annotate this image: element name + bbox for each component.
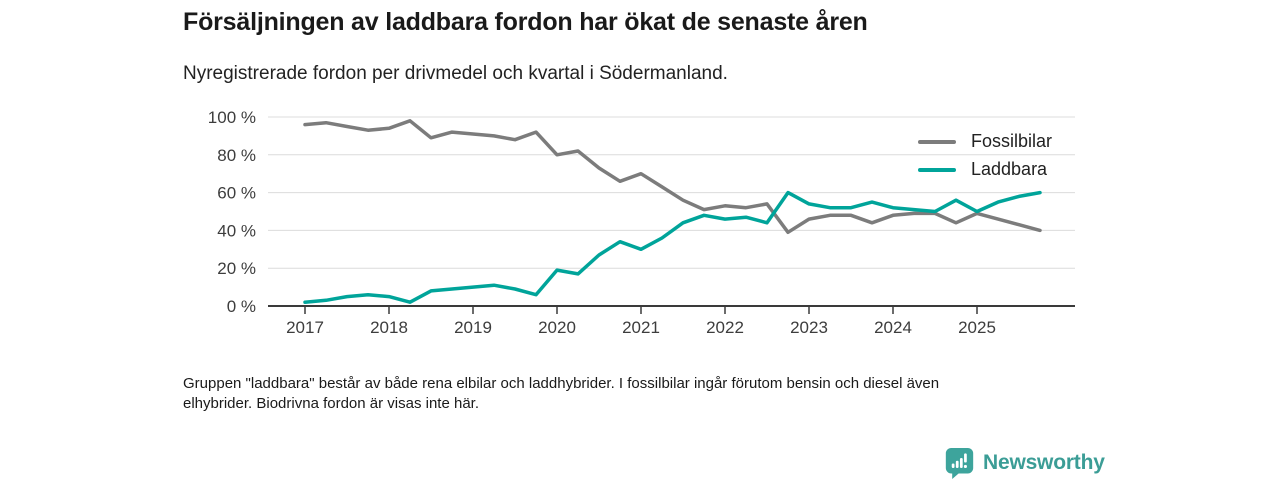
- y-axis-tick-label: 20 %: [217, 259, 256, 278]
- x-axis-tick-label: 2023: [790, 318, 828, 337]
- footnote-line-1: Gruppen "laddbara" består av både rena e…: [183, 375, 940, 392]
- x-axis-tick-label: 2017: [286, 318, 324, 337]
- legend-label: Laddbara: [971, 159, 1048, 179]
- y-axis-tick-label: 80 %: [217, 146, 256, 165]
- y-axis-tick-label: 60 %: [217, 184, 256, 203]
- legend-item-laddbara: Laddbara: [918, 159, 1052, 180]
- x-axis-tick-label: 2022: [706, 318, 744, 337]
- series-line-laddbara: [303, 190, 1042, 304]
- newsworthy-wordmark: Newsworthy: [983, 451, 1105, 474]
- x-axis-tick-label: 2024: [874, 318, 912, 337]
- fossilbilar-line-swatch: [918, 139, 956, 144]
- x-axis-tick-label: 2019: [454, 318, 492, 337]
- y-axis-tick-label: 40 %: [217, 221, 256, 240]
- series-line-fossilbilar: [303, 119, 1042, 235]
- y-axis-tick-label: 0 %: [227, 297, 256, 316]
- footnote-line-2: elhybrider. Biodrivna fordon är visas in…: [183, 395, 479, 412]
- bar-chart-badge-icon: [945, 447, 974, 479]
- x-axis-tick-label: 2025: [958, 318, 996, 337]
- newsworthy-logo: Newsworthy: [944, 446, 1105, 480]
- legend-label: Fossilbilar: [971, 131, 1053, 151]
- chart-footnote: Gruppen "laddbara" består av både rena e…: [183, 374, 939, 414]
- x-axis-tick-label: 2018: [370, 318, 408, 337]
- laddbara-line-swatch: [918, 167, 956, 172]
- x-axis-tick-label: 2021: [622, 318, 660, 337]
- legend-item-fossilbilar: Fossilbilar: [918, 131, 1052, 152]
- x-axis-tick-label: 2020: [538, 318, 576, 337]
- chart-title: Försäljningen av laddbara fordon har öka…: [183, 8, 868, 36]
- chart-legend: Fossilbilar Laddbara: [918, 131, 1052, 180]
- chart-subtitle: Nyregistrerade fordon per drivmedel och …: [183, 63, 728, 84]
- y-axis-tick-label: 100 %: [208, 108, 256, 127]
